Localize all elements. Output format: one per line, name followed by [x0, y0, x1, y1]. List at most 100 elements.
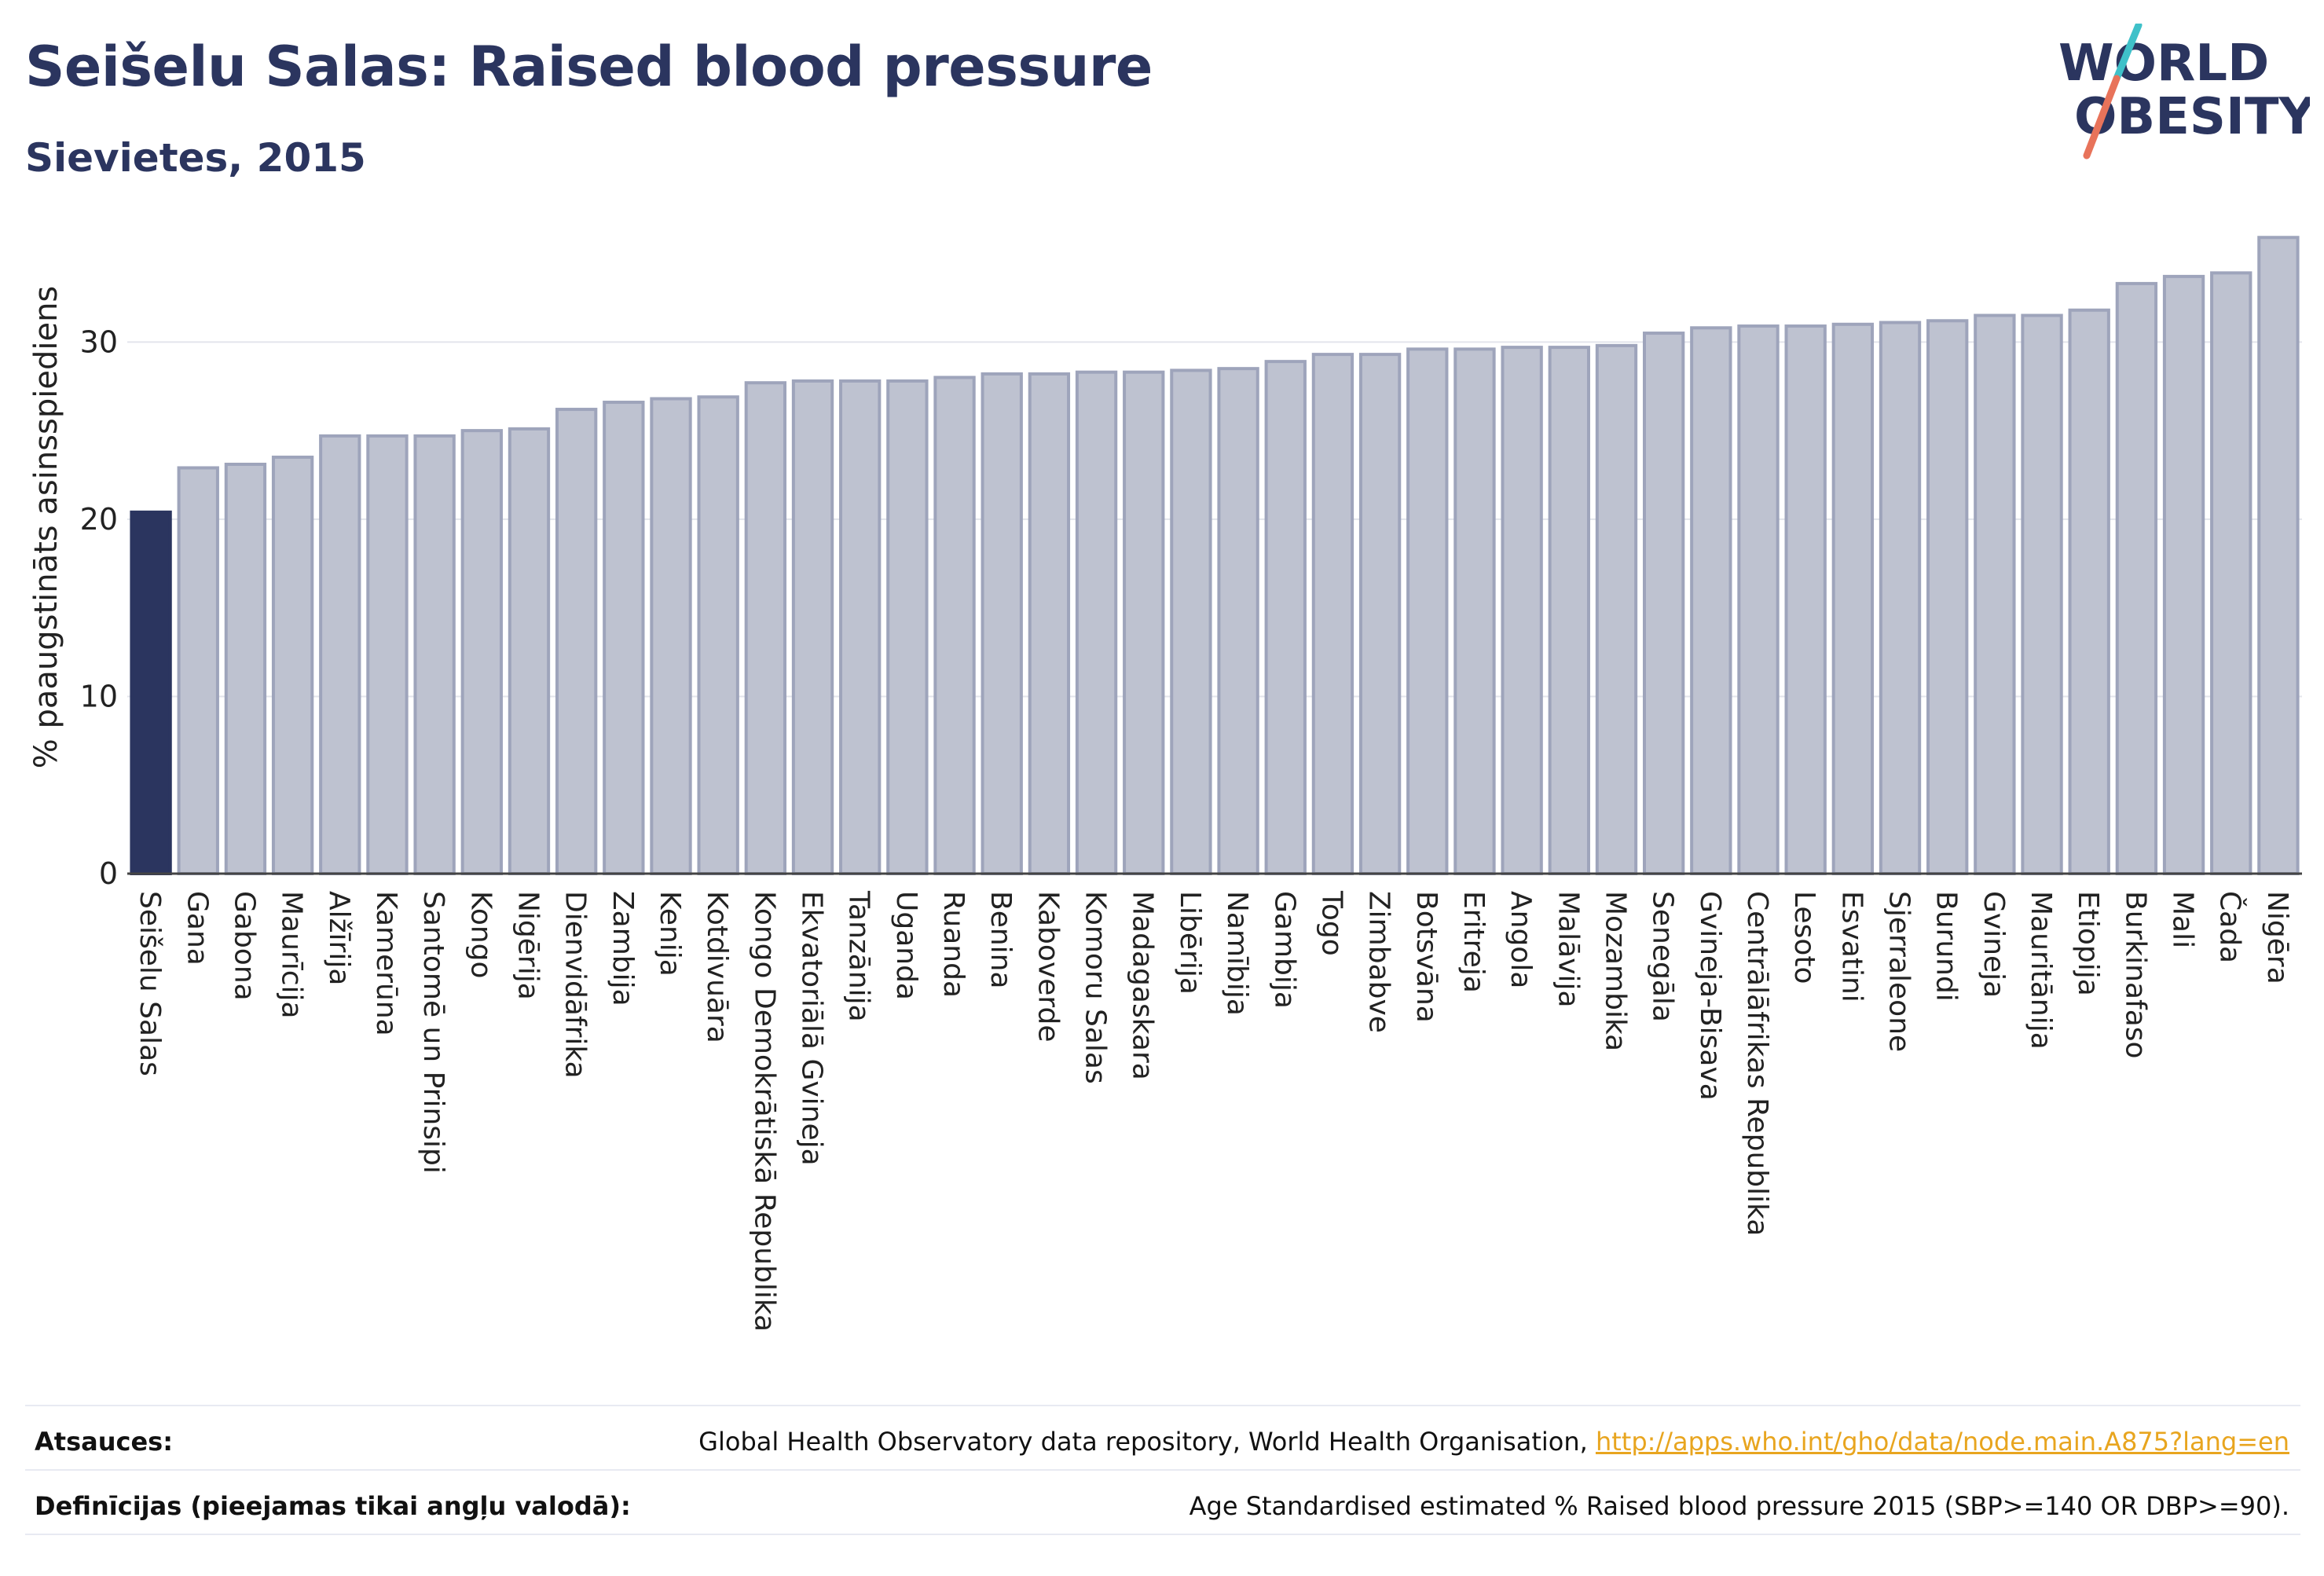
bar-16[interactable] — [886, 379, 929, 875]
bar-45[interactable] — [2257, 236, 2300, 875]
definitions-text: Age Standardised estimated % Raised bloo… — [1189, 1491, 2289, 1521]
bar-44[interactable] — [2210, 271, 2253, 876]
logo-line1: WORLD — [2058, 35, 2269, 93]
y-tick-label: 10 — [80, 679, 118, 713]
bar-28[interactable] — [1453, 347, 1496, 876]
bar-27[interactable] — [1406, 347, 1449, 876]
bar-24[interactable] — [1264, 360, 1307, 875]
x-tick-label: Burkinafaso — [2119, 891, 2151, 1059]
bar-31[interactable] — [1595, 343, 1638, 876]
footer-divider-middle — [25, 1469, 2300, 1471]
x-tick-label: Ruanda — [937, 891, 970, 998]
x-tick-label: Libērija — [1174, 891, 1206, 995]
x-tick-label: Alžīrija — [323, 891, 355, 985]
x-tick-label: Gabona — [228, 891, 260, 1001]
bar-18[interactable] — [981, 372, 1023, 875]
x-tick-label: Gambija — [1268, 891, 1300, 1009]
bar-38[interactable] — [1926, 319, 1969, 875]
sources-label: Atsauces: — [35, 1427, 173, 1457]
x-tick-label: Gana — [181, 891, 213, 966]
x-tick-label: Senegāla — [1647, 891, 1679, 1022]
chart-subtitle: Sievietes, 2015 — [25, 135, 366, 181]
x-tick-label: Mauritānija — [2025, 891, 2057, 1050]
y-tick-label: 30 — [80, 324, 118, 359]
bar-34[interactable] — [1737, 324, 1780, 875]
bar-22[interactable] — [1170, 368, 1212, 875]
bar-12[interactable] — [697, 395, 739, 875]
bar-37[interactable] — [1879, 321, 1922, 875]
bar-10[interactable] — [603, 401, 645, 875]
x-tick-label: Maurīcija — [276, 891, 308, 1019]
y-tick-label: 0 — [99, 856, 118, 891]
x-tick-label: Seišelu Salas — [134, 891, 166, 1076]
definitions-label: Definīcijas (pieejamas tikai angļu valod… — [35, 1491, 631, 1521]
x-tick-label: Zambija — [607, 891, 639, 1006]
bar-9[interactable] — [555, 408, 598, 875]
bar-3[interactable] — [271, 455, 314, 875]
y-tick-label: 20 — [80, 502, 118, 537]
bar-43[interactable] — [2162, 274, 2205, 875]
bar-36[interactable] — [1831, 322, 1875, 875]
bar-30[interactable] — [1548, 346, 1590, 876]
bar-33[interactable] — [1690, 326, 1732, 875]
bar-26[interactable] — [1358, 353, 1402, 876]
x-tick-label: Kamerūna — [370, 891, 402, 1036]
x-tick-label: Mali — [2167, 891, 2199, 948]
x-tick-label: Kotdivuāra — [701, 891, 733, 1043]
bar-40[interactable] — [2021, 313, 2063, 875]
x-tick-label: Namībija — [1221, 891, 1253, 1016]
x-tick-label: Etiopija — [2072, 891, 2104, 996]
bar-8[interactable] — [508, 427, 551, 875]
bar-32[interactable] — [1642, 332, 1685, 875]
footer-divider-top — [25, 1405, 2300, 1406]
x-tick-label: Eritreja — [1457, 891, 1490, 993]
bar-13[interactable] — [744, 381, 787, 875]
sources-text: Global Health Observatory data repositor… — [698, 1427, 1596, 1457]
bar-21[interactable] — [1123, 370, 1165, 875]
bar-6[interactable] — [413, 434, 456, 875]
x-tick-label: Gvineja-Bisava — [1694, 891, 1726, 1101]
x-tick-label: Uganda — [890, 891, 922, 1000]
x-tick-label: Benina — [984, 891, 1017, 989]
x-tick-label: Santomē un Prinsipi — [417, 891, 449, 1174]
x-tick-label: Kongo — [464, 891, 497, 979]
bar-20[interactable] — [1075, 370, 1118, 875]
bar-1[interactable] — [177, 466, 219, 875]
bar-chart: 0 10 20 30 % paaugstināts asinsspiediens Seiš… — [28, 236, 2302, 1332]
x-tick-label: Kongo Demokrātiskā Republika — [748, 891, 780, 1332]
x-tick-label: Botsvāna — [1410, 891, 1442, 1023]
chart-title: Seišelu Salas: Raised blood pressure — [25, 35, 1153, 99]
bar-35[interactable] — [1784, 324, 1827, 875]
bar-5[interactable] — [366, 434, 409, 875]
x-tick-label: Komoru Salas — [1080, 891, 1112, 1084]
bar-14[interactable] — [791, 379, 834, 875]
x-tick-label: Tanzānija — [843, 890, 875, 1022]
bar-29[interactable] — [1501, 346, 1543, 876]
sources-link[interactable]: http://apps.who.int/gho/data/node.main.A… — [1595, 1427, 2289, 1457]
x-tick-label: Madagaskara — [1127, 891, 1159, 1080]
bar-19[interactable] — [1028, 372, 1071, 875]
x-tick-label: Kenija — [654, 891, 686, 977]
bar-17[interactable] — [933, 376, 976, 875]
bar-39[interactable] — [1974, 313, 2016, 875]
bar-2[interactable] — [224, 462, 267, 875]
bar-25[interactable] — [1311, 353, 1354, 876]
bar-4[interactable] — [319, 434, 361, 875]
x-tick-label: Nigēra — [2261, 891, 2293, 984]
x-tick-label: Dienvidāfrika — [559, 891, 592, 1079]
x-tick-label: Zimbabve — [1363, 891, 1395, 1033]
bar-0[interactable] — [130, 510, 172, 875]
bar-42[interactable] — [2115, 281, 2158, 875]
bar-7[interactable] — [460, 429, 503, 875]
bar-41[interactable] — [2068, 308, 2110, 875]
logo-line2: OBESITY — [2074, 88, 2310, 146]
x-tick-label: Mozambika — [1599, 891, 1631, 1051]
bar-15[interactable] — [839, 379, 882, 875]
bar-23[interactable] — [1217, 367, 1259, 875]
x-tick-label: Kaboverde — [1032, 891, 1064, 1043]
x-tick-label: Angola — [1505, 891, 1537, 988]
sources-value: Global Health Observatory data repositor… — [698, 1427, 2289, 1457]
x-tick-label: Čada — [2214, 891, 2247, 963]
x-tick-label: Togo — [1315, 890, 1347, 956]
bar-11[interactable] — [650, 397, 692, 875]
